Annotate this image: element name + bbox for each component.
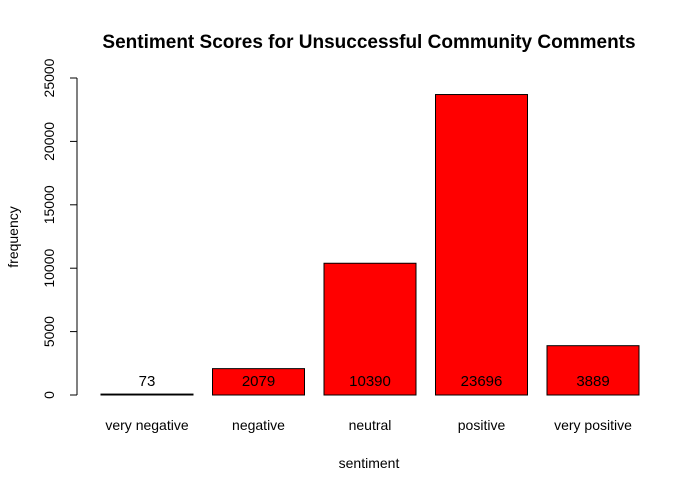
bars — [100, 94, 640, 396]
data-label: 10390 — [349, 373, 391, 390]
x-tick-label: very positive — [554, 417, 632, 433]
x-tick-label: very negative — [105, 417, 188, 433]
y-tick-label: 0 — [41, 391, 57, 399]
x-tick-label: negative — [232, 417, 285, 433]
x-tick-labels: very negative negative neutral positive very… — [105, 417, 632, 433]
x-tick-label: positive — [458, 417, 506, 433]
y-tick-label: 10000 — [41, 249, 57, 288]
bar-very-positive — [546, 345, 640, 396]
data-label: 2079 — [242, 373, 275, 390]
chart-title: Sentiment Scores for Unsuccessful Commun… — [102, 32, 635, 53]
data-label: 73 — [139, 373, 156, 390]
bar-neutral — [323, 262, 417, 396]
data-label: 23696 — [461, 373, 503, 390]
x-tick-label: neutral — [349, 417, 392, 433]
y-axis: 0 5000 10000 15000 20000 25000 — [41, 58, 78, 399]
y-tick-label: 25000 — [41, 58, 57, 97]
y-tick-label: 20000 — [41, 122, 57, 161]
bar-negative — [212, 368, 305, 396]
data-label: 3889 — [576, 373, 609, 390]
bar-very-negative — [100, 393, 194, 396]
data-labels: 73 2079 10390 23696 3889 — [139, 373, 610, 390]
x-axis-label: sentiment — [339, 455, 400, 471]
y-axis-label: frequency — [5, 206, 21, 267]
bar-positive — [435, 94, 528, 396]
y-tick-label: 15000 — [41, 185, 57, 224]
y-tick-label: 5000 — [41, 316, 57, 347]
